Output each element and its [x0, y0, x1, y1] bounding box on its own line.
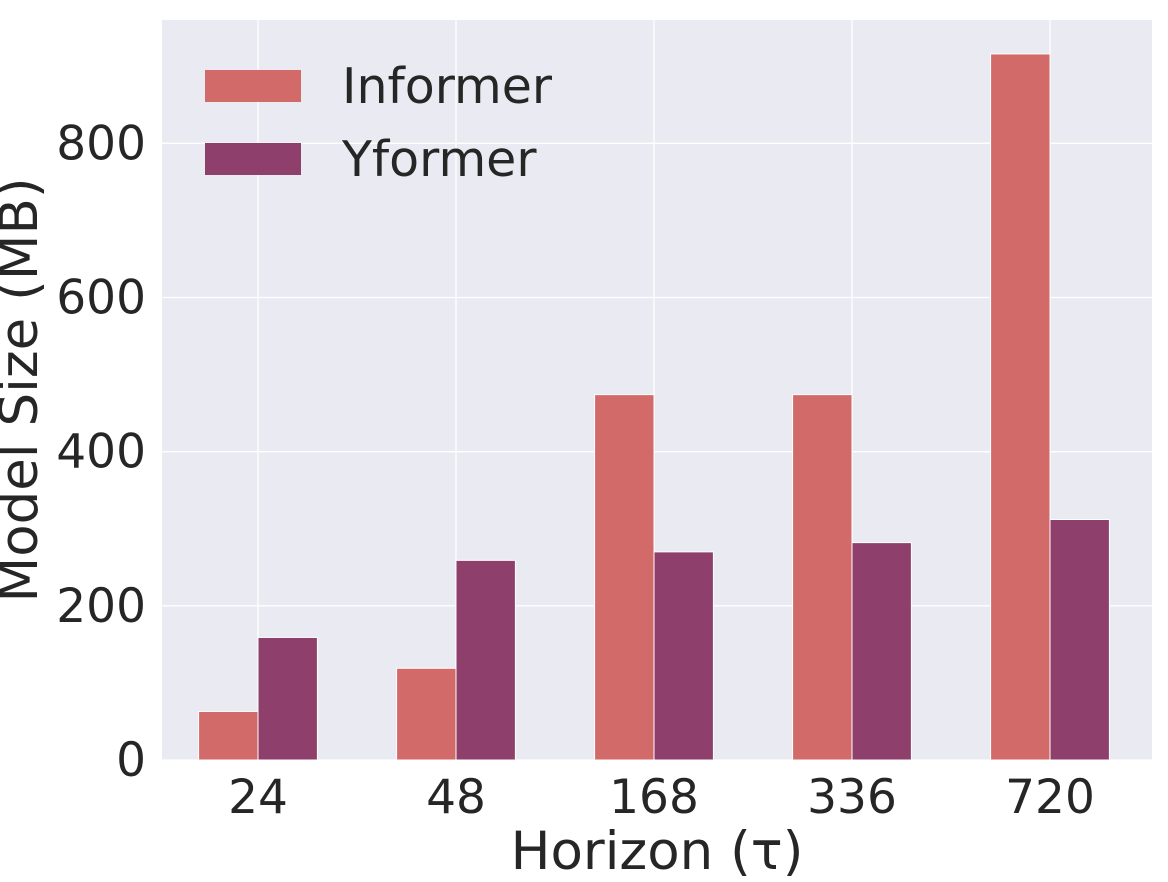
x-tick-label: 720: [1005, 770, 1095, 825]
x-tick-label: 336: [807, 770, 897, 825]
bar-yformer-24: [257, 636, 318, 761]
y-tick-label: 600: [56, 271, 146, 326]
y-tick-labels: 0 200 400 600 800: [56, 116, 146, 788]
legend-swatch-informer: [205, 70, 301, 102]
y-tick-label: 0: [116, 733, 146, 788]
bar-yformer-168: [653, 551, 714, 761]
bar-yformer-720: [1049, 519, 1110, 761]
x-tick-label: 24: [228, 770, 288, 825]
y-tick-label: 200: [56, 579, 146, 634]
bars: [198, 53, 1110, 761]
bar-yformer-336: [851, 542, 912, 761]
bar-informer-336: [792, 394, 853, 761]
x-axis-label: Horizon (τ): [511, 821, 804, 882]
bar-informer-24: [198, 710, 259, 761]
x-tick-label: 48: [426, 770, 486, 825]
y-tick-label: 800: [56, 116, 146, 171]
legend-label-informer: Informer: [342, 58, 553, 115]
legend-swatch-yformer: [205, 143, 301, 175]
y-axis-label: Model Size (MB): [0, 177, 50, 602]
bar-informer-48: [396, 667, 457, 761]
x-tick-labels: 24 48 168 336 720: [228, 770, 1095, 825]
bar-informer-168: [594, 394, 655, 761]
y-tick-label: 400: [56, 425, 146, 480]
legend-label-yformer: Yformer: [341, 131, 537, 188]
bar-yformer-48: [455, 559, 516, 761]
bar-informer-720: [990, 53, 1051, 761]
x-tick-label: 168: [609, 770, 699, 825]
legend: Informer Yformer: [205, 58, 553, 188]
